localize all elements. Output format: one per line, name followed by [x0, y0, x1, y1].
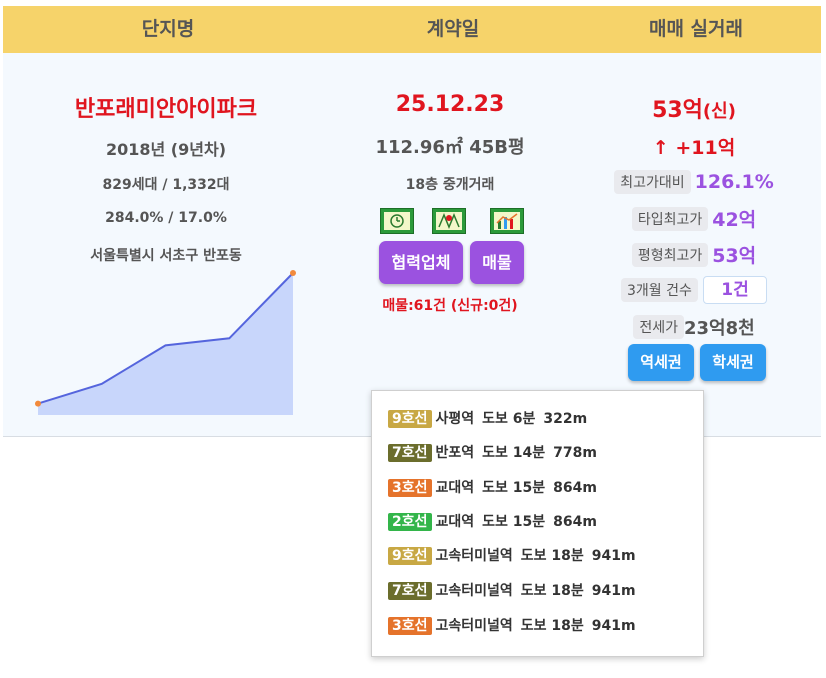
- trade-price-row: 53억(신): [614, 92, 774, 124]
- recent-count-label: 3개월 건수: [621, 278, 698, 302]
- header-complex-name: 단지명: [141, 18, 195, 40]
- type-high-label: 타입최고가: [631, 206, 709, 231]
- chart-icon[interactable]: [490, 208, 524, 234]
- trade-price-suffix: (신): [702, 101, 736, 122]
- price-change: ↑ +11억: [652, 137, 736, 159]
- recent-count-row: 3개월 건수 1건: [614, 276, 774, 304]
- subway-line-badge: 9호선: [388, 547, 432, 565]
- walk-time: 도보 15분: [482, 514, 546, 530]
- area-high-row: 평형최고가 53억: [614, 241, 774, 268]
- station-row[interactable]: 9호선 사평역 도보 6분 322m: [388, 409, 587, 429]
- subway-line-badge: 7호선: [388, 444, 432, 462]
- subway-line-badge: 3호선: [388, 479, 432, 497]
- distance: 864m: [553, 514, 597, 530]
- area: 112.96㎡ 45B평: [375, 137, 525, 158]
- station-name: 고속터미널역: [435, 583, 513, 599]
- school-area-button[interactable]: 학세권: [700, 344, 766, 381]
- header-trade-price: 매매 실거래: [648, 18, 743, 40]
- station-name: 고속터미널역: [435, 618, 513, 634]
- jeonse-row: 전세가 23억8천: [614, 314, 774, 340]
- far-bcr: 284.0% / 17.0%: [105, 210, 227, 226]
- station-row[interactable]: 3호선 고속터미널역 도보 18분 941m: [388, 616, 636, 636]
- station-name: 고속터미널역: [435, 548, 513, 564]
- walk-time: 도보 18분: [520, 548, 584, 564]
- clock-icon[interactable]: [380, 208, 414, 234]
- subway-line-badge: 3호선: [388, 617, 432, 635]
- walk-time: 도보 6분: [482, 411, 536, 427]
- price-trend-start-point: [35, 400, 41, 407]
- distance: 941m: [591, 548, 636, 564]
- distance: 941m: [591, 618, 636, 634]
- price-trend-end-point: [290, 270, 296, 276]
- distance: 322m: [543, 411, 588, 427]
- distance: 864m: [553, 480, 597, 496]
- address: 서울특별시 서초구 반포동: [90, 248, 242, 264]
- table-header: 단지명 계약일 매매 실거래: [3, 6, 821, 53]
- walk-time: 도보 18분: [520, 583, 584, 599]
- header-contract-date: 계약일: [426, 18, 480, 40]
- type-high-value: 42억: [712, 209, 757, 231]
- jeonse-label: 전세가: [633, 315, 684, 339]
- station-name: 사평역: [435, 411, 475, 427]
- station-row[interactable]: 3호선 교대역 도보 15분 864m: [388, 478, 597, 498]
- listing-count: 매물:61건 (신규:0건): [382, 298, 518, 314]
- trade-price: 53억: [652, 98, 703, 123]
- listing-button[interactable]: 매물: [470, 241, 524, 284]
- distance: 941m: [591, 583, 636, 599]
- station-row[interactable]: 2호선 교대역 도보 15분 864m: [388, 512, 597, 532]
- station-name: 교대역: [435, 480, 475, 496]
- partner-button[interactable]: 협력업체: [379, 241, 463, 284]
- contract-date: 25.12.23: [395, 92, 505, 117]
- highest-ratio-row: 최고가대비 126.1%: [614, 170, 774, 194]
- type-high-row: 타입최고가 42억: [614, 205, 774, 232]
- distance: 778m: [553, 445, 597, 461]
- price-trend-area: [38, 273, 293, 415]
- jeonse-value: 23억8천: [683, 318, 755, 339]
- station-popup: 9호선 사평역 도보 6분 322m 7호선 반포역 도보 14분 778m 3호선 교대역 도…: [371, 390, 704, 657]
- walk-time: 도보 15분: [482, 480, 546, 496]
- price-trend-line: [37, 272, 294, 405]
- highest-ratio-label: 최고가대비: [614, 170, 691, 194]
- station-row[interactable]: 7호선 반포역 도보 14분 778m: [388, 443, 597, 463]
- station-row[interactable]: 9호선 고속터미널역 도보 18분 941m: [388, 546, 636, 566]
- station-area-button[interactable]: 역세권: [628, 344, 694, 381]
- built-year: 2018년 (9년차): [105, 140, 227, 159]
- station-name: 교대역: [435, 514, 475, 530]
- walk-time: 도보 18분: [520, 618, 584, 634]
- map-icon[interactable]: [432, 208, 466, 234]
- station-name: 반포역: [435, 445, 475, 461]
- walk-time: 도보 14분: [482, 445, 546, 461]
- area-high-label: 평형최고가: [631, 242, 709, 267]
- subway-line-badge: 2호선: [388, 513, 432, 531]
- floor-trade-type: 18층 중개거래: [405, 177, 495, 193]
- price-trend-chart: [35, 270, 296, 415]
- household-parking: 829세대 / 1,332대: [102, 177, 230, 193]
- complex-name[interactable]: 반포래미안아이파크: [74, 97, 258, 122]
- station-row[interactable]: 7호선 고속터미널역 도보 18분 941m: [388, 581, 636, 601]
- area-high-value: 53억: [712, 245, 757, 267]
- subway-line-badge: 9호선: [388, 410, 432, 428]
- highest-ratio-value: 126.1%: [694, 171, 774, 193]
- subway-line-badge: 7호선: [388, 582, 432, 600]
- recent-count-value[interactable]: 1건: [702, 276, 767, 304]
